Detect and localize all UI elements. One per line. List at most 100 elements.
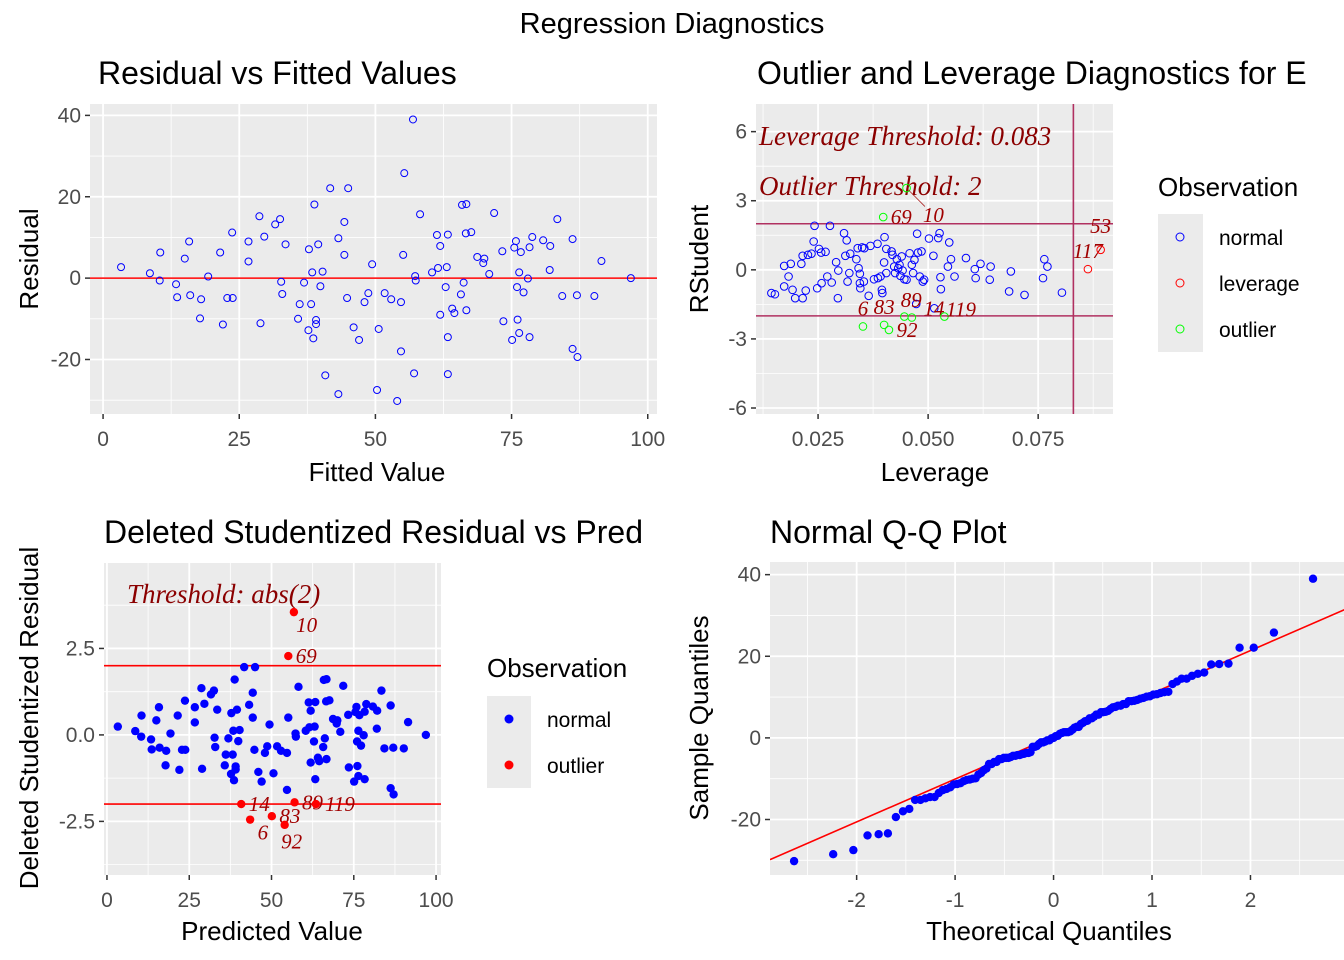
data-point-normal [1043,262,1052,271]
y-tick-label: 40 [738,564,761,587]
data-point-normal [356,741,366,750]
data-point-normal [311,774,320,784]
data-point-normal [389,790,398,799]
data-point-normal [873,239,882,249]
data-point [511,237,520,246]
x-tick-label: 0.025 [792,428,845,451]
point-label: 14 [249,792,271,816]
residual-vs-fitted-panel: Residual vs Fitted Values Fitted Value Res… [14,55,665,487]
data-point-normal [1040,254,1049,264]
data-point [513,315,522,324]
data-point-normal [823,272,832,281]
data-point [410,369,419,378]
data-point-normal [788,285,797,295]
data-point [228,294,237,303]
data-point-normal [985,275,995,285]
data-point [539,236,548,245]
data-point [898,807,908,816]
legend-key-leverage [1158,260,1203,306]
data-point [180,254,189,263]
data-point [573,353,582,362]
data-point-normal [190,718,200,727]
data-point-normal [917,247,926,256]
data-point-normal [902,275,911,285]
data-point [443,333,452,342]
legend-marker-normal [504,714,514,724]
data-point-leverage [1083,264,1093,274]
data-point-normal [810,221,819,231]
y-axis-label: RStudent [684,204,714,313]
data-point-normal [825,221,835,231]
data-point-normal [845,268,854,278]
panel-title: Outlier and Leverage Diagnostics for E [757,55,1307,91]
data-point [334,390,343,399]
data-point-normal [336,727,345,736]
data-point-normal [971,273,980,283]
data-point [294,314,303,323]
data-point-normal [306,706,315,715]
data-point [368,260,377,269]
data-point [485,270,494,279]
data-point-normal [834,266,843,275]
data-point-normal [833,293,843,303]
data-point [849,845,858,855]
y-tick-label: 20 [738,645,761,668]
outlier-leverage-panel: Leverage Threshold: 0.083 Outlier Thresho… [684,55,1307,487]
data-point-normal [986,262,995,271]
data-point [828,849,838,859]
data-point-normal [360,774,369,784]
data-point-normal [294,682,303,692]
data-point [450,309,459,318]
data-point-normal [912,229,922,238]
data-point [260,232,269,241]
data-point [479,259,488,268]
data-point-outlier [940,312,949,321]
data-point-normal [284,713,293,722]
data-point [172,280,181,289]
data-point-normal [310,722,319,731]
data-point [373,385,382,394]
data-point-normal [232,705,242,714]
data-point [145,269,154,278]
data-point-normal [265,720,274,729]
data-point-normal [372,706,382,715]
x-tick-label: 0 [1048,889,1060,912]
data-point-normal [888,250,897,260]
data-point-normal [915,272,925,281]
y-tick-label: 0.0 [66,724,95,747]
data-point-normal [113,722,123,731]
data-point-normal [905,248,914,258]
data-point [256,319,265,328]
data-point [321,371,330,380]
data-point-normal [333,716,342,725]
data-point [525,243,534,252]
data-point [364,289,373,298]
data-point-normal [784,272,793,281]
data-point [499,317,508,326]
data-point [515,329,524,338]
data-point [343,294,352,303]
data-point-normal [190,703,200,712]
point-label: 6 [858,296,869,320]
y-tick-label: 0 [69,267,81,290]
data-point-normal [228,750,237,759]
data-point [1224,659,1233,668]
data-point-normal [244,700,254,710]
data-point-normal [403,717,413,727]
data-point-normal [377,686,386,695]
data-point-normal [260,748,270,758]
data-point-normal [841,251,850,261]
x-tick-label: 50 [260,889,283,912]
data-point-normal [770,289,780,299]
data-point-normal [137,711,146,720]
legend-title: Observation [487,653,627,683]
data-point [432,230,441,239]
data-point-normal [859,243,869,253]
data-point [307,300,316,309]
legend-marker-outlier [1175,324,1185,334]
data-point-normal [210,733,219,742]
data-point [545,265,554,274]
data-point-outlier [284,651,293,661]
data-point [558,292,567,301]
